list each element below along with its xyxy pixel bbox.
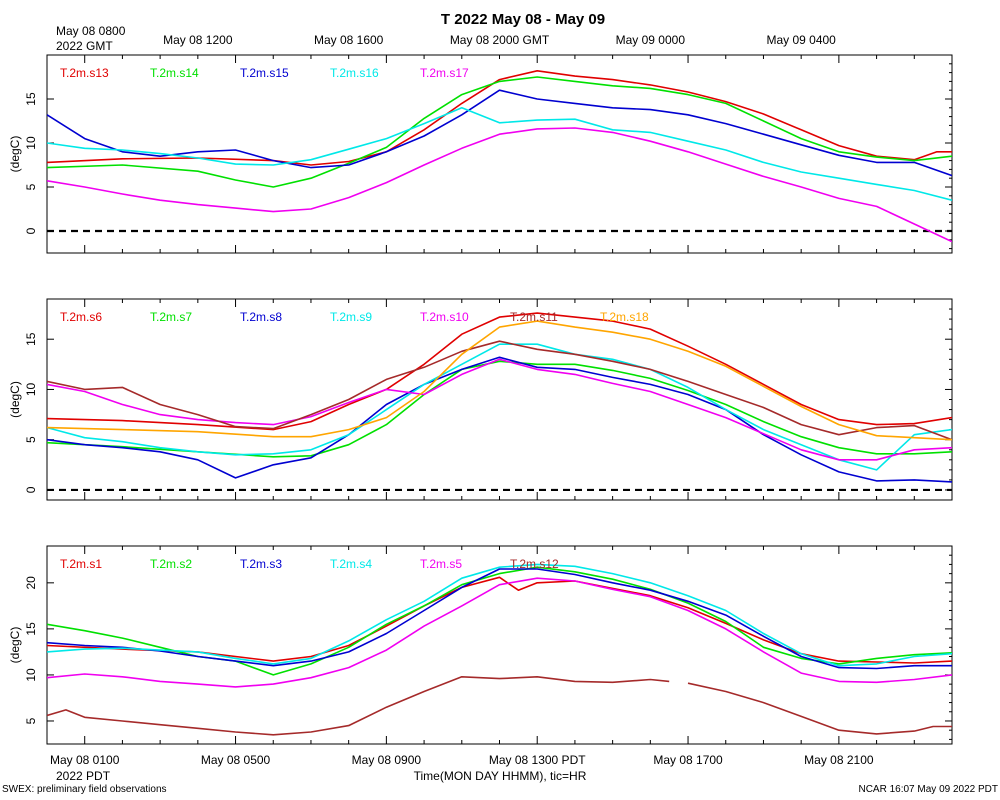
y-tick-label: 0 xyxy=(24,486,38,493)
source-note: SWEX: preliminary field observations xyxy=(2,784,167,795)
legend-t-2m-s14: T.2m.s14 xyxy=(150,66,199,80)
y-tick-label: 15 xyxy=(24,332,38,346)
series-line-t-2m-s7 xyxy=(47,360,952,458)
series-line-t-2m-s3 xyxy=(47,568,952,670)
chart-panel-1: 0 5 10 15 (degC) T.2m.s13 T.2m.s14 T.2m.s15 T.2m… xyxy=(8,54,953,254)
y-tick-label: 10 xyxy=(24,136,38,150)
legend-t-2m-s12: T.2m.s12 xyxy=(510,557,559,571)
series-line-t-2m-s16 xyxy=(47,107,952,201)
gmt-start-label-line1: May 08 0800 xyxy=(56,24,126,38)
legend-t-2m-s2: T.2m.s2 xyxy=(150,557,192,571)
series-line-t-2m-s12 xyxy=(47,676,952,736)
gmt-tick-label: May 08 2000 GMT xyxy=(450,33,550,47)
series-line-t-2m-s1 xyxy=(47,576,952,664)
y-tick-label: 15 xyxy=(24,622,38,636)
chart-panel-3: 5 10 15 20 (degC) T.2m.s1 T.2m.s2 T.2m.s3 T.2m.s… xyxy=(8,545,953,745)
series-line-t-2m-s4 xyxy=(47,563,952,667)
plot-frame xyxy=(46,545,953,745)
legend-t-2m-s16: T.2m.s16 xyxy=(330,66,379,80)
y-tick-label: 0 xyxy=(24,227,38,234)
series-lines xyxy=(47,312,952,483)
generated-note: NCAR 16:07 May 09 2022 PDT xyxy=(858,784,998,795)
legend-t-2m-s6: T.2m.s6 xyxy=(60,310,102,324)
series-line-t-2m-s15 xyxy=(47,89,952,177)
legend-t-2m-s13: T.2m.s13 xyxy=(60,66,109,80)
pdt-tick-label: May 08 2100 xyxy=(804,753,874,767)
gmt-tick-label: May 08 1600 xyxy=(314,33,384,47)
series-line-t-2m-s11 xyxy=(47,340,952,441)
pdt-tick-label: May 08 0900 xyxy=(352,753,422,767)
series-lines xyxy=(47,70,952,243)
y-axis-label: (degC) xyxy=(8,136,22,173)
y-tick-label: 10 xyxy=(24,382,38,396)
gmt-tick-labels: May 08 1200 May 08 1600 May 08 2000 GMT May… xyxy=(163,33,836,47)
y-tick-label: 5 xyxy=(24,717,38,724)
gmt-tick-label: May 09 0000 xyxy=(616,33,686,47)
pdt-tick-label: May 08 0100 xyxy=(50,753,120,767)
legend-t-2m-s11: T.2m.s11 xyxy=(510,310,558,324)
gmt-tick-label: May 08 1200 xyxy=(163,33,233,47)
legend-t-2m-s8: T.2m.s8 xyxy=(240,310,282,324)
y-tick-label: 20 xyxy=(24,576,38,590)
legend-t-2m-s3: T.2m.s3 xyxy=(240,557,282,571)
pdt-tick-label: May 08 1300 PDT xyxy=(489,753,586,767)
series-line-t-2m-s18 xyxy=(47,320,952,441)
plot-frame xyxy=(46,298,953,501)
y-axis-label: (degC) xyxy=(8,381,22,418)
series-line-t-2m-s9 xyxy=(47,343,952,471)
pdt-tick-label: May 08 1700 xyxy=(653,753,723,767)
series-line-t-2m-s14 xyxy=(47,76,952,188)
x-axis-label: Time(MON DAY HHMM), tic=HR xyxy=(414,769,587,783)
legend-t-2m-s4: T.2m.s4 xyxy=(330,557,372,571)
pdt-year-label: 2022 PDT xyxy=(56,769,111,783)
legend-t-2m-s10: T.2m.s10 xyxy=(420,310,469,324)
y-tick-label: 10 xyxy=(24,668,38,682)
legend-t-2m-s9: T.2m.s9 xyxy=(330,310,372,324)
series-lines xyxy=(47,563,952,736)
series-line-t-2m-s8 xyxy=(47,356,952,483)
legend-t-2m-s17: T.2m.s17 xyxy=(420,66,469,80)
series-line-t-2m-s13 xyxy=(47,70,952,166)
gmt-tick-label: May 09 0400 xyxy=(766,33,836,47)
series-line-t-2m-s5 xyxy=(47,577,952,688)
pdt-tick-label: May 08 0500 xyxy=(201,753,271,767)
y-tick-label: 15 xyxy=(24,92,38,106)
legend-t-2m-s7: T.2m.s7 xyxy=(150,310,192,324)
legend-t-2m-s18: T.2m.s18 xyxy=(600,310,649,324)
series-line-t-2m-s17 xyxy=(47,127,952,243)
y-tick-label: 5 xyxy=(24,183,38,190)
figure-title: T 2022 May 08 - May 09 xyxy=(441,11,605,28)
series-line-t-2m-s6 xyxy=(47,312,952,431)
series-line-t-2m-s10 xyxy=(47,358,952,461)
y-axis-label: (degC) xyxy=(8,627,22,664)
legend-t-2m-s1: T.2m.s1 xyxy=(60,557,102,571)
chart-panel-2: 0 5 10 15 (degC) T.2m.s6 T.2m.s7 T.2m.s8 T.2m.s9… xyxy=(8,298,953,501)
gmt-start-label-line2: 2022 GMT xyxy=(56,39,113,53)
legend-t-2m-s5: T.2m.s5 xyxy=(420,557,462,571)
legend-t-2m-s15: T.2m.s15 xyxy=(240,66,289,80)
y-tick-label: 5 xyxy=(24,436,38,443)
pdt-tick-labels: May 08 0100 May 08 0500 May 08 0900 May 08 … xyxy=(50,753,874,767)
